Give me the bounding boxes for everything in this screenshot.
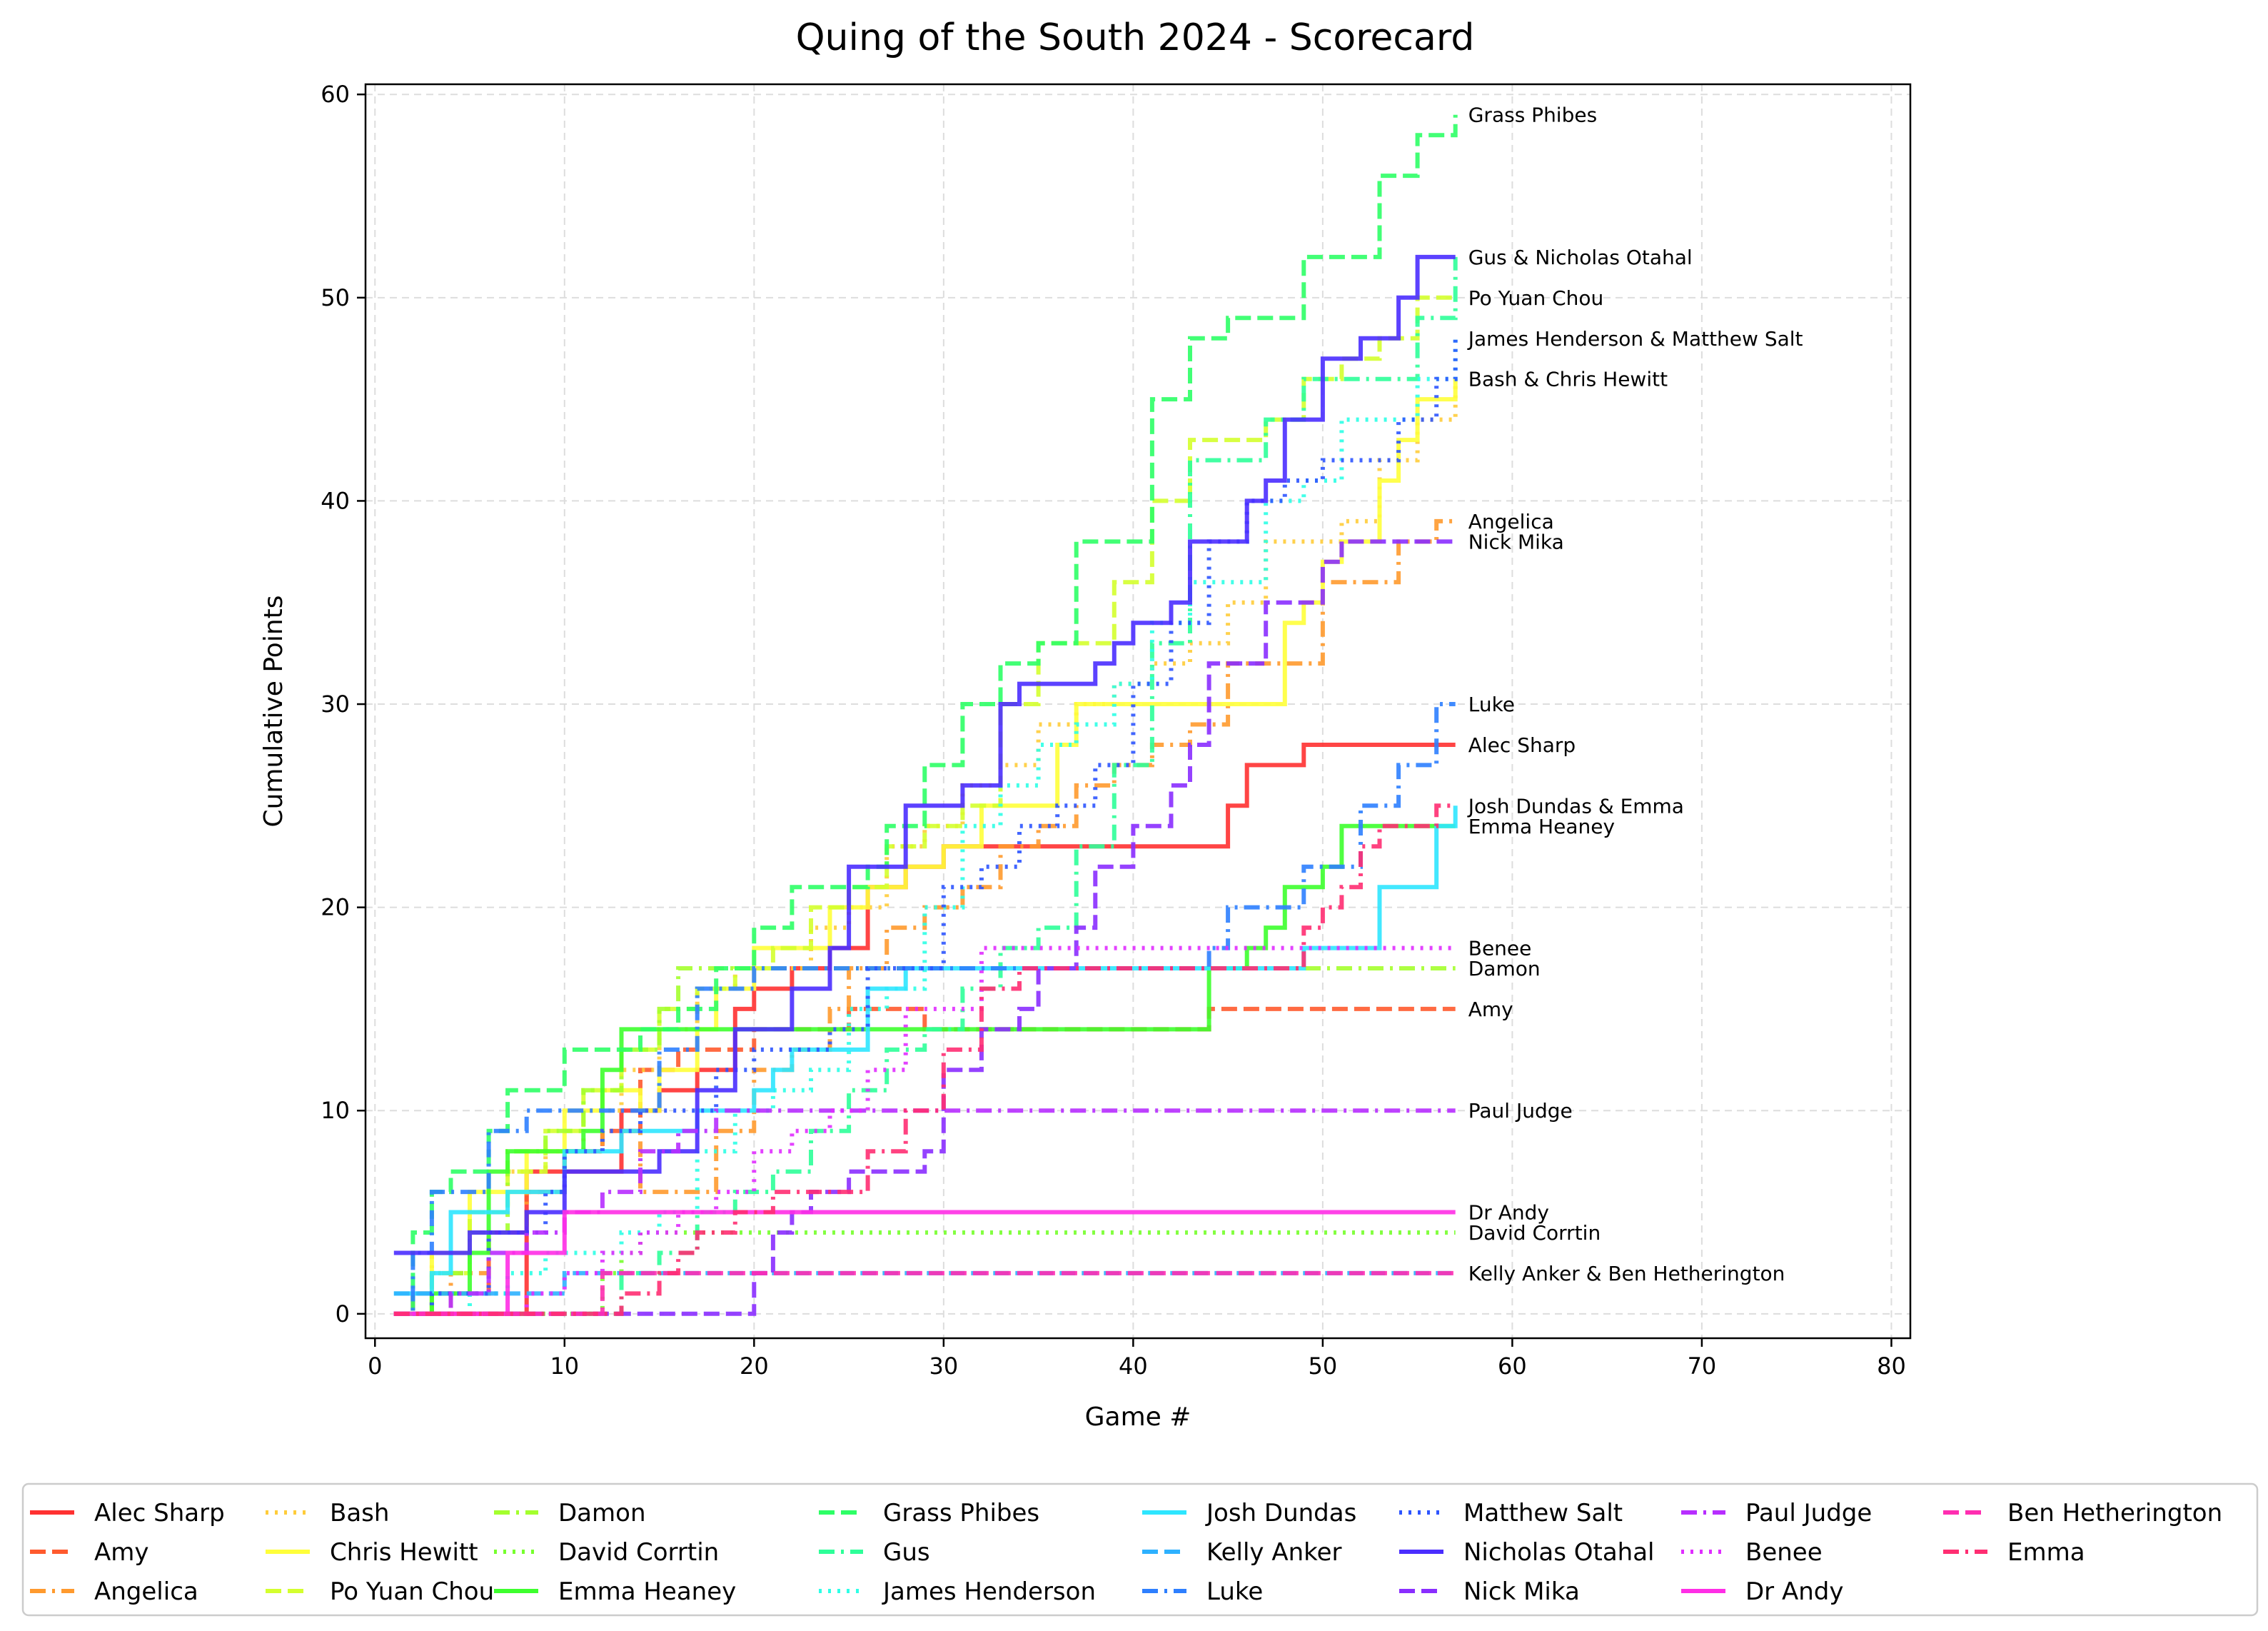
- x-tick-label: 10: [550, 1353, 579, 1380]
- end-label: David Corrtin: [1468, 1221, 1601, 1245]
- y-tick-label: 0: [336, 1300, 350, 1328]
- y-tick-label: 20: [321, 894, 350, 921]
- legend-label: Po Yuan Chou: [330, 1577, 494, 1606]
- legend-label: Alec Sharp: [94, 1499, 225, 1527]
- end-label: Grass Phibes: [1468, 104, 1597, 127]
- legend-label: Gus: [883, 1538, 930, 1567]
- y-tick-label: 30: [321, 691, 350, 718]
- legend-label: Nicholas Otahal: [1463, 1538, 1654, 1567]
- legend: Alec Sharp Amy Angelica Bash Chris Hewitt Po …: [21, 1482, 2259, 1617]
- end-label: Angelica: [1468, 510, 1554, 533]
- legend-label: Emma Heaney: [558, 1577, 736, 1606]
- series-line-4: [393, 378, 1458, 1316]
- end-label: James Henderson & Matthew Salt: [1467, 327, 1803, 351]
- x-tick-label: 20: [740, 1353, 769, 1380]
- y-tick-label: 10: [321, 1097, 350, 1124]
- series-line-17: [393, 539, 1456, 1316]
- legend-label: Nick Mika: [1463, 1577, 1580, 1606]
- legend-label: Luke: [1206, 1577, 1263, 1606]
- y-tick-label: 40: [321, 487, 350, 514]
- end-label: Josh Dundas & Emma: [1467, 794, 1684, 818]
- legend-label: Chris Hewitt: [330, 1538, 478, 1567]
- series-line-12: [393, 806, 1458, 1296]
- series-line-1: [393, 1006, 1456, 1316]
- y-tick-label: 50: [321, 284, 350, 311]
- legend-label: Kelly Anker: [1206, 1538, 1342, 1567]
- end-label: Damon: [1468, 957, 1541, 980]
- legend-label: Josh Dundas: [1205, 1499, 1356, 1527]
- x-tick-label: 30: [929, 1353, 958, 1380]
- legend-label: Matthew Salt: [1463, 1499, 1623, 1527]
- end-label: Kelly Anker & Ben Hetherington: [1468, 1262, 1785, 1285]
- y-tick-label: 60: [321, 81, 350, 108]
- chart-title: Quing of the South 2024 - Scorecard: [796, 16, 1475, 59]
- x-axis-ticks: 0 10 20 30 40 50 60 70 80: [368, 1338, 1906, 1380]
- legend-label: Dr Andy: [1745, 1577, 1843, 1606]
- x-tick-label: 70: [1688, 1353, 1717, 1380]
- y-axis-label: Cumulative Points: [259, 595, 288, 827]
- end-label: Nick Mika: [1468, 530, 1564, 553]
- series-line-2: [393, 518, 1456, 1316]
- legend-label: Angelica: [94, 1577, 198, 1606]
- legend-frame: [21, 1482, 2259, 1617]
- end-labels: Grass Phibes Gus & Nicholas Otahal Po Yuan…: [1467, 104, 1803, 1285]
- legend-label: James Henderson: [882, 1577, 1096, 1606]
- legend-label: Bash: [330, 1499, 389, 1527]
- x-axis-label: Game #: [1085, 1402, 1191, 1432]
- series-line-6: [393, 966, 1456, 1316]
- x-tick-label: 40: [1119, 1353, 1148, 1380]
- end-label: Paul Judge: [1468, 1099, 1573, 1123]
- end-label: Po Yuan Chou: [1468, 286, 1604, 310]
- legend-label: Damon: [558, 1499, 646, 1527]
- legend-label: Ben Hetherington: [2007, 1499, 2222, 1527]
- legend-label: Paul Judge: [1745, 1499, 1872, 1527]
- end-label: Dr Andy: [1468, 1201, 1549, 1225]
- series-line-15: [393, 338, 1458, 1316]
- legend-label: Emma: [2007, 1538, 2085, 1567]
- series-line-20: [393, 1210, 1456, 1316]
- legend-label: Grass Phibes: [883, 1499, 1039, 1527]
- end-label: Emma Heaney: [1468, 815, 1615, 838]
- x-tick-label: 80: [1877, 1353, 1906, 1380]
- legend-label: Benee: [1745, 1538, 1823, 1567]
- series-line-9: [393, 114, 1458, 1316]
- series-line-22: [393, 803, 1456, 1316]
- plot-frame: [364, 83, 1912, 1340]
- series-line-8: [393, 823, 1456, 1316]
- end-label: Benee: [1468, 937, 1532, 960]
- x-tick-label: 50: [1309, 1353, 1338, 1380]
- series-line-13: [393, 1270, 1456, 1296]
- series-line-16: [393, 254, 1456, 1255]
- end-label: Luke: [1468, 693, 1515, 716]
- legend-label: Amy: [94, 1538, 149, 1567]
- legend-label: David Corrtin: [558, 1538, 719, 1567]
- x-tick-label: 60: [1498, 1353, 1527, 1380]
- end-label: Gus & Nicholas Otahal: [1468, 246, 1693, 269]
- x-tick-label: 0: [368, 1353, 382, 1380]
- y-axis-ticks: 0 10 20 30 40 50 60: [321, 81, 366, 1328]
- end-label: Alec Sharp: [1468, 733, 1576, 757]
- end-label: Bash & Chris Hewitt: [1468, 368, 1668, 391]
- end-label: Amy: [1468, 998, 1513, 1021]
- series-lines: [393, 114, 1458, 1316]
